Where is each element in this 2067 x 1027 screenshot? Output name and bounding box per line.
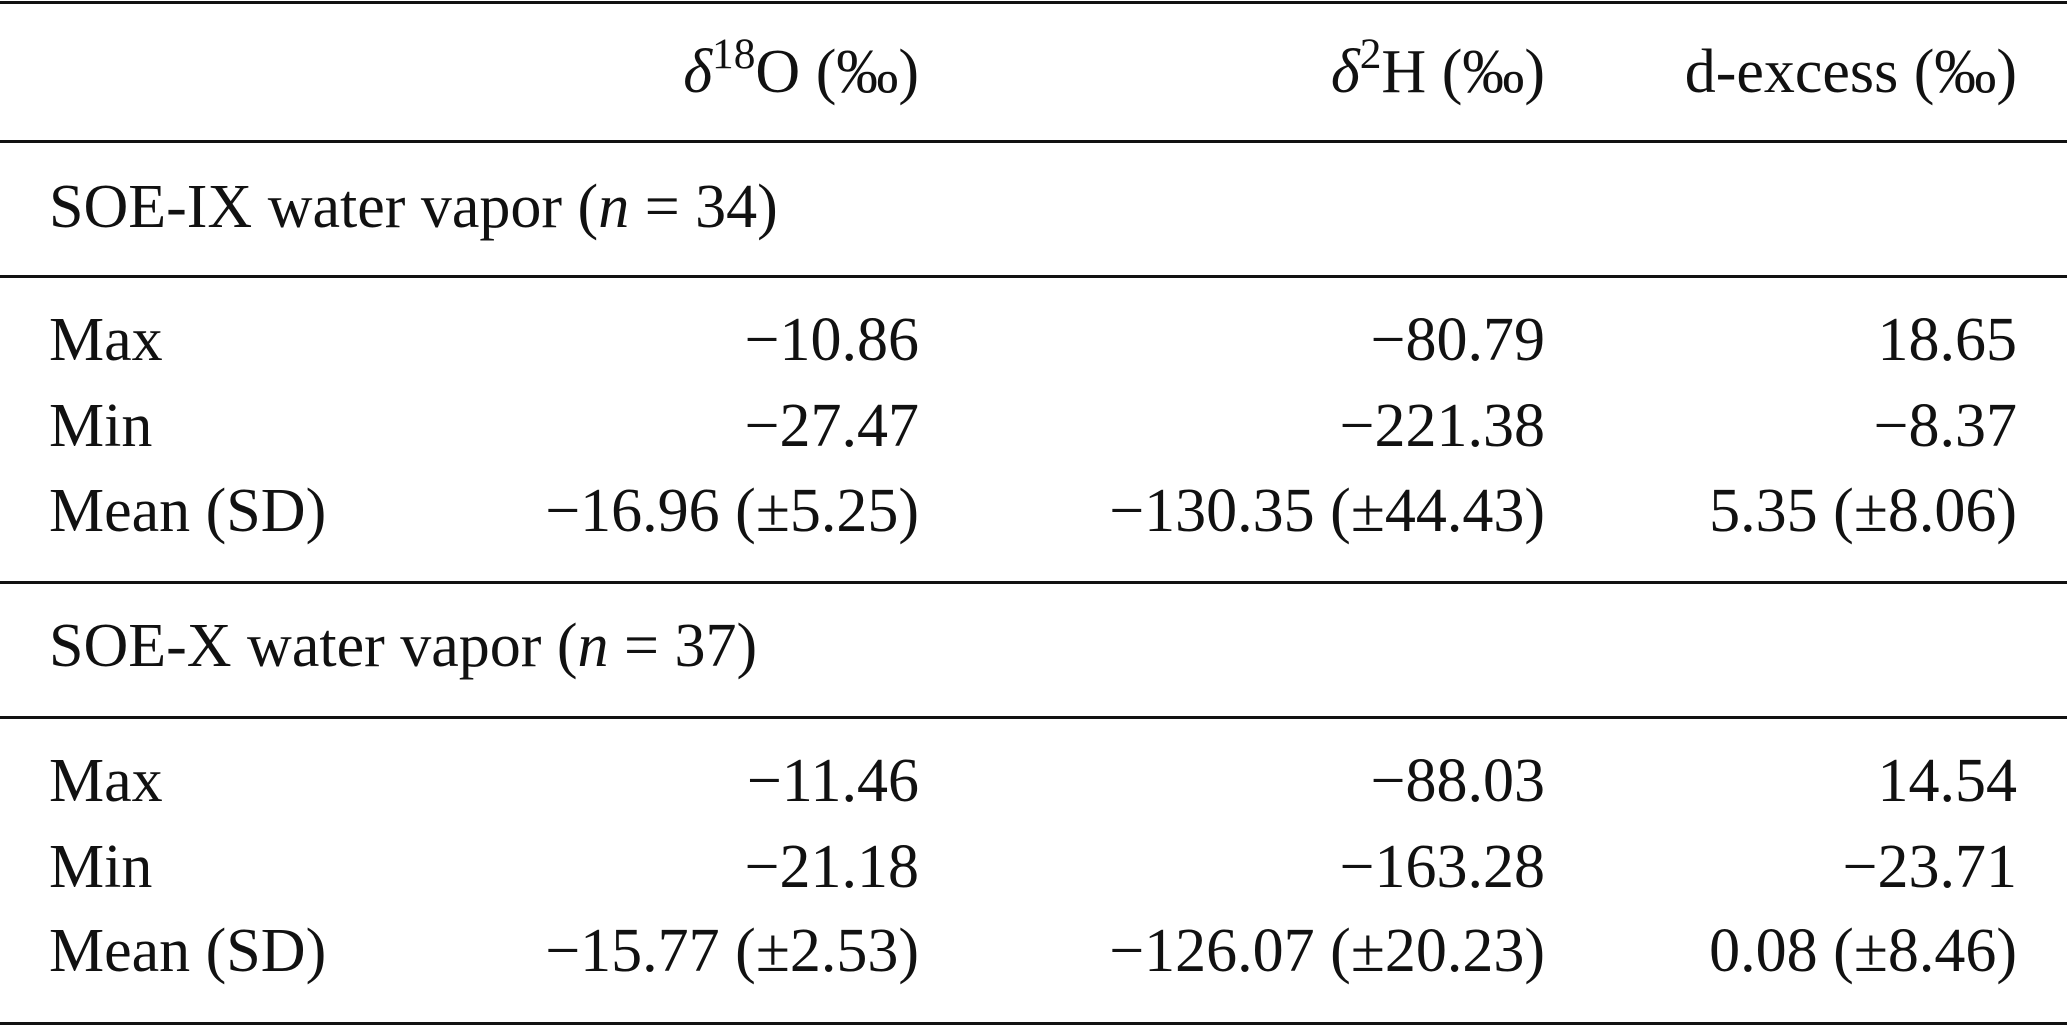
symbol: δ (1330, 38, 1360, 106)
value-cell: −8.37 (1873, 392, 2017, 460)
header-text: H (‰) (1381, 38, 1545, 106)
value-cell: −10.86 (744, 306, 919, 374)
value-cell: −163.28 (1339, 833, 1545, 901)
value-cell: −88.03 (1370, 747, 1545, 815)
value-cell: 5.35 (±8.06) (1709, 477, 2017, 545)
header-text: d-excess (‰) (1684, 38, 2017, 106)
column-header: d-excess (‰) (1685, 41, 2017, 103)
value-cell: −23.71 (1842, 833, 2017, 901)
row-label: Mean (SD) (49, 917, 327, 985)
value-cell: 14.54 (1877, 747, 2018, 815)
rule (0, 1, 2067, 4)
value-cell: 18.65 (1877, 306, 2018, 374)
rule (0, 581, 2067, 584)
rule (0, 275, 2067, 278)
title-text: = 37) (608, 612, 758, 680)
header-text: O (‰) (755, 38, 919, 106)
title-text: = 34) (629, 173, 778, 241)
group-title: SOE-X water vapor (n = 37) (49, 615, 757, 677)
row-label: Max (49, 306, 163, 374)
row-label: Min (49, 392, 153, 460)
rule (0, 140, 2067, 143)
title-variable: n (598, 173, 630, 241)
column-header: δ2H (‰) (1330, 32, 1545, 106)
group-title: SOE-IX water vapor (n = 34) (49, 176, 778, 238)
value-cell: −15.77 (±2.53) (545, 917, 919, 985)
value-cell: −11.46 (746, 747, 919, 815)
value-cell: −27.47 (744, 392, 919, 460)
rule (0, 716, 2067, 719)
superscript: 18 (712, 30, 756, 79)
value-cell: −130.35 (±44.43) (1109, 477, 1545, 545)
row-label: Min (49, 833, 153, 901)
value-cell: −16.96 (±5.25) (545, 477, 919, 545)
row-label: Mean (SD) (49, 477, 327, 545)
title-text: SOE-X water vapor ( (49, 612, 578, 680)
superscript: 2 (1359, 30, 1382, 79)
value-cell: −21.18 (744, 833, 919, 901)
title-variable: n (577, 612, 609, 680)
row-label: Max (49, 747, 163, 815)
symbol: δ (683, 38, 713, 106)
title-text: SOE-IX water vapor ( (49, 173, 599, 241)
value-cell: 0.08 (±8.46) (1709, 917, 2017, 985)
column-header: δ18O (‰) (683, 32, 919, 106)
value-cell: −221.38 (1339, 392, 1545, 460)
rule (0, 1022, 2067, 1025)
value-cell: −80.79 (1370, 306, 1545, 374)
value-cell: −126.07 (±20.23) (1109, 917, 1545, 985)
